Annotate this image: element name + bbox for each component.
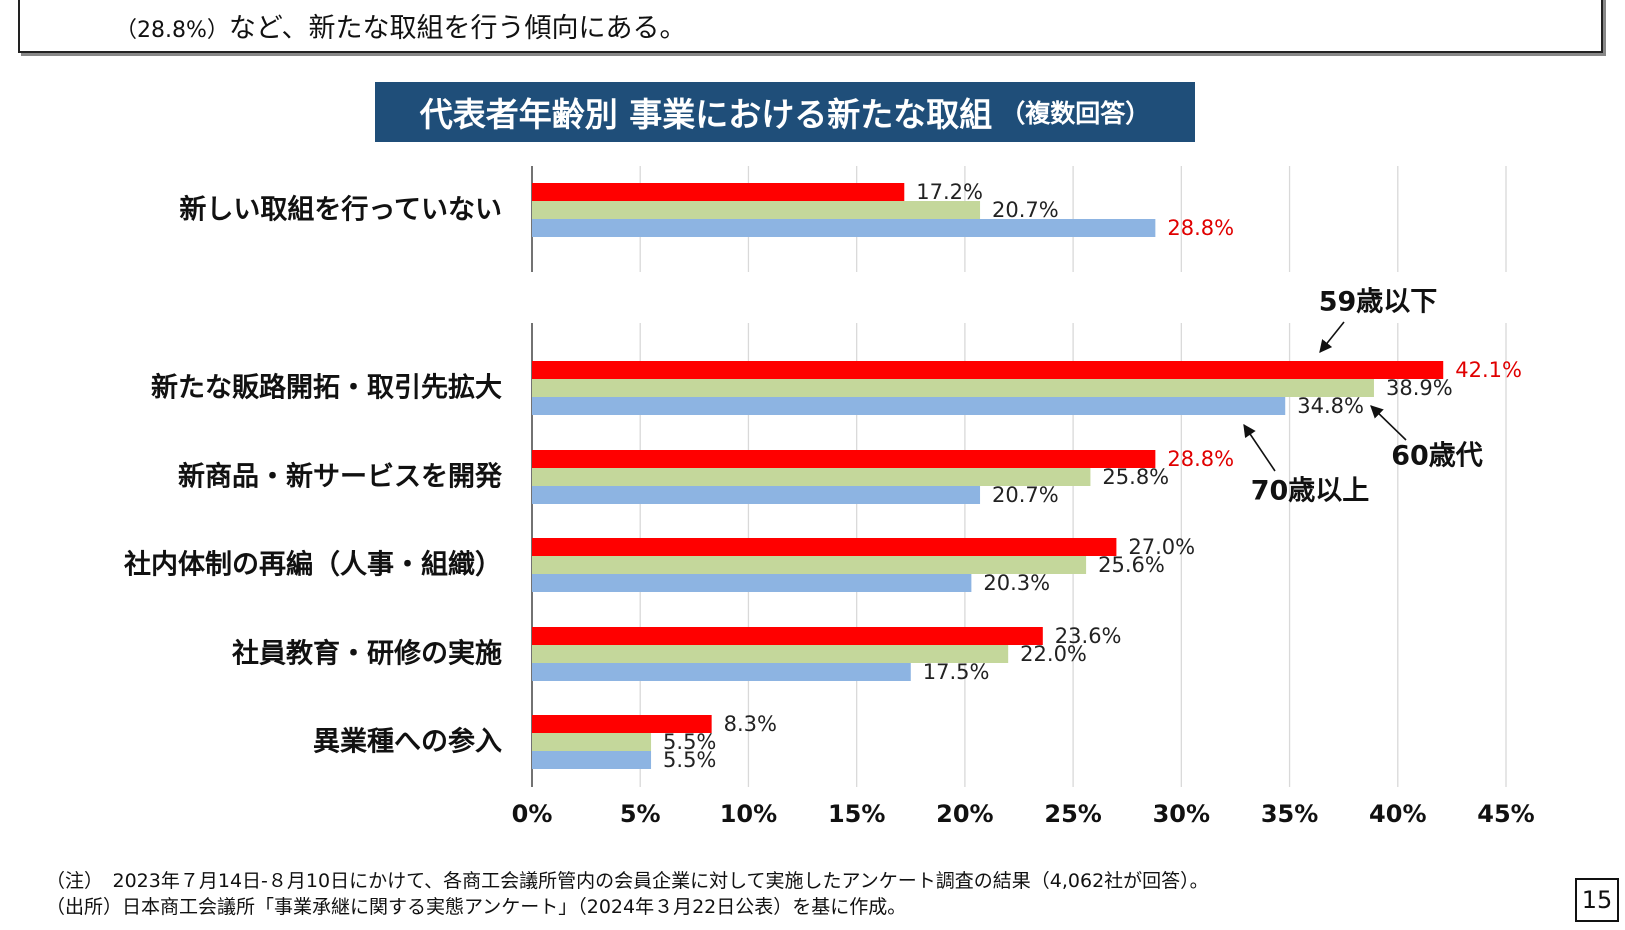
data-label: 42.1% xyxy=(1455,358,1522,382)
bar xyxy=(532,379,1374,397)
tick-label: 10% xyxy=(720,800,777,828)
tick-label: 0% xyxy=(512,800,553,828)
tick-label: 5% xyxy=(620,800,661,828)
data-label: 20.7% xyxy=(992,198,1059,222)
bar xyxy=(532,486,981,504)
chart-title: 代表者年齢別 事業における新たな取組 xyxy=(419,95,993,134)
bar xyxy=(532,663,911,681)
data-label: 17.5% xyxy=(923,660,990,684)
callout-arrow xyxy=(1370,405,1407,441)
tick-label: 30% xyxy=(1153,800,1210,828)
bar xyxy=(532,733,652,751)
tick-label: 25% xyxy=(1044,800,1101,828)
data-label: 28.8% xyxy=(1167,216,1234,240)
data-label: 5.5% xyxy=(663,730,716,754)
summary-sentence: など、新たな取組を行う傾向にある。 xyxy=(228,13,687,44)
bar xyxy=(532,183,905,201)
category-label: 異業種への参入 xyxy=(313,726,502,758)
data-label: 38.9% xyxy=(1386,376,1453,400)
tick-label: 45% xyxy=(1477,800,1534,828)
data-label: 17.2% xyxy=(916,180,983,204)
data-label: 27.0% xyxy=(1128,535,1195,559)
data-label: 28.8% xyxy=(1167,447,1234,471)
category-label: 社員教育・研修の実施 xyxy=(232,638,502,670)
category-label: 新たな販路開拓・取引先拡大 xyxy=(151,372,502,404)
category-label: 社内体制の再編（人事・組織） xyxy=(124,549,502,581)
summary-percent: （28.8%） xyxy=(115,18,229,43)
bar xyxy=(532,538,1117,556)
bar xyxy=(532,201,981,219)
bar xyxy=(532,556,1087,574)
bar xyxy=(532,645,1009,663)
data-label: 25.8% xyxy=(1102,465,1169,489)
bar xyxy=(532,627,1043,645)
data-label: 25.6% xyxy=(1098,553,1165,577)
source-line: （出所）日本商工会議所「事業承継に関する実態アンケート」（2024年３月22日公… xyxy=(46,896,907,918)
bar xyxy=(532,751,652,769)
bar xyxy=(532,361,1444,379)
tick-label: 40% xyxy=(1369,800,1426,828)
data-label: 20.3% xyxy=(983,571,1050,595)
bar xyxy=(532,574,972,592)
tick-label: 35% xyxy=(1261,800,1318,828)
callout-arrow xyxy=(1243,423,1276,472)
tick-label: 20% xyxy=(936,800,993,828)
chart-title-sub: （複数回答） xyxy=(1000,99,1151,128)
page-number: 15 xyxy=(1575,878,1619,922)
bar xyxy=(532,450,1156,468)
summary-text: （28.8%）など、新たな取組を行う傾向にある。 xyxy=(115,6,687,45)
data-label: 34.8% xyxy=(1297,394,1364,418)
bar xyxy=(532,219,1156,237)
series-callout-label: 70歳以上 xyxy=(1251,476,1370,507)
category-label: 新しい取組を行っていない xyxy=(179,194,502,226)
data-label: 20.7% xyxy=(992,483,1059,507)
tick-label: 15% xyxy=(828,800,885,828)
callout-arrow xyxy=(1319,321,1345,353)
bar xyxy=(532,468,1091,486)
data-label: 22.0% xyxy=(1020,642,1087,666)
data-label: 5.5% xyxy=(663,748,716,772)
bar-chart: 17.2% 20.7% 28.8% 新しい取組を行っていない 42.1%38.9% 34.… xyxy=(124,166,1535,828)
chart-title-band: 代表者年齢別 事業における新たな取組 （複数回答） xyxy=(375,82,1195,142)
category-label: 新商品・新サービスを開発 xyxy=(178,461,503,493)
bar xyxy=(532,715,712,733)
series-callout-label: 59歳以下 xyxy=(1319,287,1438,318)
data-label: 23.6% xyxy=(1055,624,1122,648)
note-line: （注） 2023年７月14日-８月10日にかけて、各商工会議所管内の会員企業に対… xyxy=(46,870,1209,892)
bar xyxy=(532,397,1286,415)
series-callout-label: 60歳代 xyxy=(1391,441,1483,472)
data-label: 8.3% xyxy=(724,712,777,736)
summary-box: （28.8%）など、新たな取組を行う傾向にある。 xyxy=(18,0,1603,53)
